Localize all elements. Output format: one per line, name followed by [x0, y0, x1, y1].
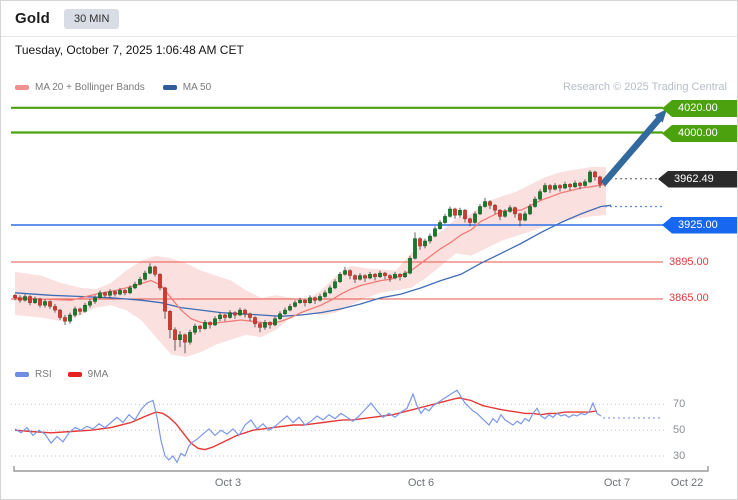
ma50-line — [14, 204, 612, 317]
ma9-swatch-icon — [67, 372, 82, 377]
rsi-9ma-line — [14, 397, 598, 451]
time-axis-line — [13, 466, 709, 472]
support-label-3865: 3865.00 — [669, 292, 709, 304]
ma20-swatch-icon — [15, 85, 29, 90]
rsi-tick-70: 70 — [673, 398, 686, 410]
last-price-tag: 3962.49 — [658, 170, 737, 188]
axis-date-oct6: Oct 6 — [407, 477, 435, 489]
bullish-arrow — [600, 116, 662, 187]
rsi-tick-50: 50 — [673, 424, 686, 436]
ma50-swatch-icon — [162, 85, 177, 90]
legend-rsi: RSI — [15, 369, 52, 380]
rsi-line — [14, 389, 602, 464]
datetime-label: Tuesday, October 7, 2025 1:06:48 AM CET — [15, 43, 244, 57]
legend-ma20: MA 20 + Bollinger Bands — [15, 82, 145, 93]
rsi-legend: RSI 9MA — [15, 369, 108, 380]
resistance-tag-4020: 4020.00 — [662, 100, 737, 117]
rsi-tick-30: 30 — [673, 450, 686, 462]
header: Gold 30 MIN — [1, 1, 737, 37]
axis-date-oct22: Oct 22 — [670, 477, 704, 489]
legend-9ma: 9MA — [67, 369, 109, 380]
resistance-tag-4000: 4000.00 — [662, 125, 737, 142]
legend-ma50-label: MA 50 — [182, 82, 212, 93]
support-label-3895: 3895.00 — [669, 256, 709, 268]
main-legend: MA 20 + Bollinger Bands MA 50 — [15, 82, 211, 93]
legend-ma50: MA 50 — [162, 82, 212, 93]
bullish-arrow-head-icon — [654, 109, 667, 123]
pivot-tag-3925: 3925.00 — [662, 216, 737, 234]
rsi-swatch-icon — [15, 372, 29, 377]
bollinger-band-area — [15, 167, 606, 357]
timeframe-badge: 30 MIN — [63, 8, 120, 29]
legend-9ma-label: 9MA — [87, 369, 109, 380]
instrument-title: Gold — [15, 10, 50, 27]
legend-ma20-label: MA 20 + Bollinger Bands — [35, 82, 145, 93]
legend-rsi-label: RSI — [35, 369, 52, 380]
axis-date-oct7: Oct 7 — [603, 477, 631, 489]
candlestick-series — [13, 170, 607, 354]
axis-date-oct3: Oct 3 — [214, 477, 242, 489]
watermark: Research © 2025 Trading Central — [562, 81, 727, 93]
